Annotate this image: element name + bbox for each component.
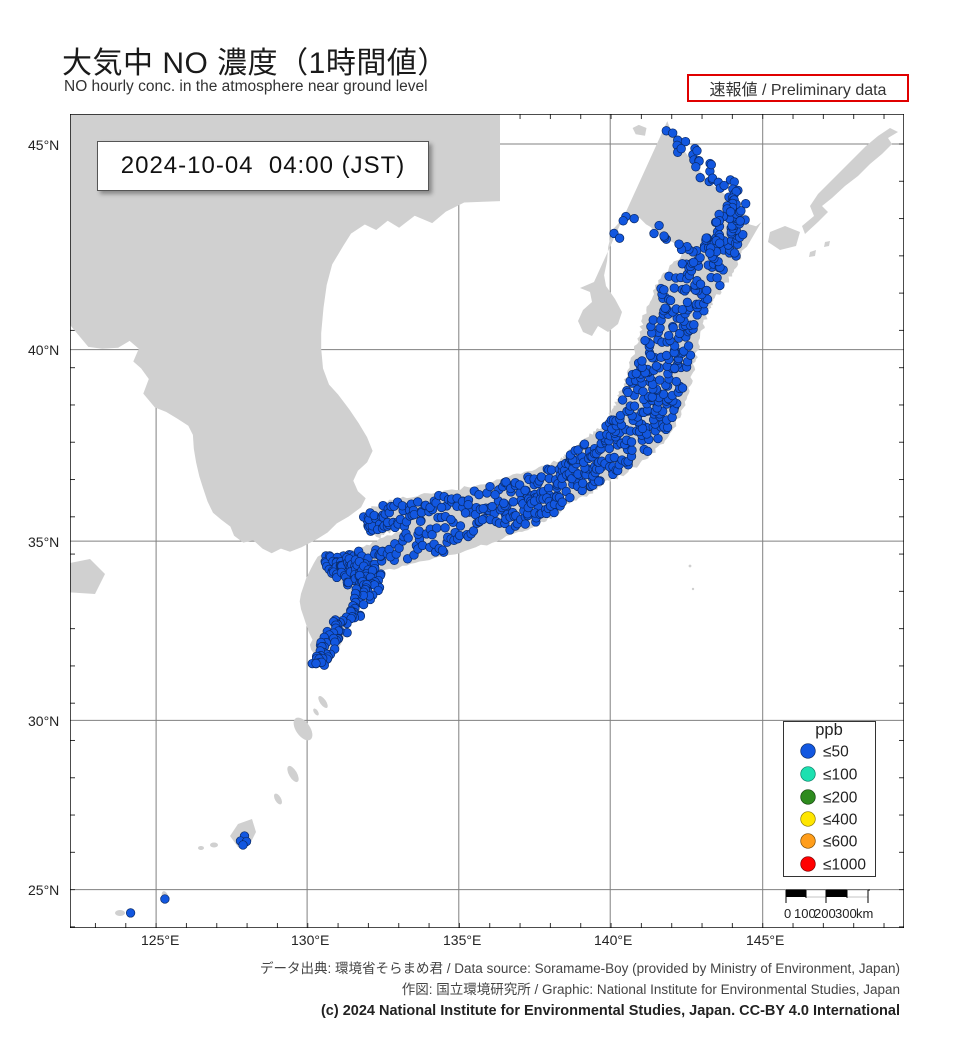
svg-text:km: km (856, 906, 873, 921)
svg-text:100: 100 (794, 906, 816, 921)
svg-text:300: 300 (835, 906, 857, 921)
svg-text:0: 0 (784, 906, 791, 921)
svg-text:≤100: ≤100 (823, 767, 858, 784)
svg-text:≤600: ≤600 (823, 834, 858, 851)
svg-text:≤1000: ≤1000 (823, 857, 866, 874)
svg-text:≤50: ≤50 (823, 744, 849, 761)
svg-text:200: 200 (814, 906, 836, 921)
svg-text:≤200: ≤200 (823, 790, 858, 807)
svg-text:ppb: ppb (815, 721, 843, 739)
svg-text:≤400: ≤400 (823, 812, 858, 829)
